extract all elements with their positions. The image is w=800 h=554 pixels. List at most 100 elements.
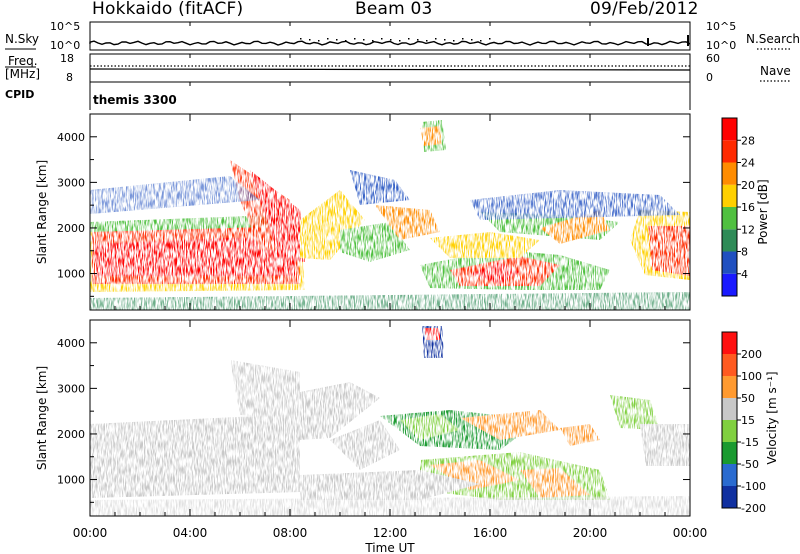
power-cell-region: [300, 190, 365, 260]
freq-unit: [MHz]: [5, 67, 40, 81]
power-ytick-label: 1000: [57, 268, 85, 281]
power-colorbar-label-item: 16: [741, 201, 755, 214]
velocity-cell-region: [430, 460, 520, 490]
velocity-cell-region: [90, 414, 300, 498]
nave-tick-top: 60: [706, 52, 720, 65]
x-tick-label: 12:00: [373, 526, 408, 540]
velocity-colorbar-label-item: 15: [741, 414, 755, 427]
cpid-value: themis 3300: [93, 93, 177, 107]
velocity-ytick-label: 1000: [57, 474, 85, 487]
date-title: 09/Feb/2012: [590, 0, 699, 19]
power-colorbar-label-item: 20: [741, 179, 755, 192]
nsearch-dot: [462, 38, 464, 40]
nsearch-dot: [408, 38, 410, 40]
power-colorbar-swatch: [722, 229, 737, 252]
x-tick-label: 04:00: [173, 526, 208, 540]
velocity-cell-region: [330, 420, 400, 470]
nsearch-dot: [489, 38, 491, 40]
nsearch-dot: [453, 40, 455, 42]
nsearch-dot: [345, 40, 347, 42]
velocity-colorbar-swatch: [722, 486, 737, 508]
velocity-ytick-label: 3000: [57, 382, 85, 395]
power-colorbar-label-item: 12: [741, 223, 755, 236]
nsearch-dot: [300, 38, 302, 40]
velocity-colorbar-label-item: 50: [741, 392, 755, 405]
freq-tick-bottom: 8: [66, 71, 73, 84]
freq-panel: Freq. [MHz] 18 8 60 0 Nave: [5, 52, 791, 84]
nave-label: Nave: [760, 64, 791, 78]
velocity-colorbar-label: Velocity [m s⁻¹]: [765, 371, 779, 464]
velocity-colorbar-label-item: -15: [741, 436, 759, 449]
power-cell-region: [648, 226, 690, 276]
power-yaxis: 1000 2000 3000 4000: [57, 113, 690, 297]
velocity-cell-region: [424, 328, 440, 340]
station-title: Hokkaido (fitACF): [92, 0, 244, 19]
power-cell-region: [90, 292, 690, 310]
cpid-label: CPID: [5, 88, 34, 101]
beam-title: Beam 03: [355, 0, 433, 19]
x-tick-label: 20:00: [573, 526, 608, 540]
velocity-colorbar-swatch: [722, 376, 737, 398]
x-axis: 00:00 04:00 08:00 12:00 16:00 20:00 00:00: [73, 22, 707, 540]
power-colorbar-label-item: 28: [741, 134, 755, 147]
nsearch-dot: [399, 40, 401, 42]
velocity-colorbar-label-item: -50: [741, 458, 759, 471]
power-colorbar-swatch: [722, 184, 737, 207]
nsearch-dot: [354, 38, 356, 40]
nsearch-dot: [480, 40, 482, 42]
freq-label: Freq.: [8, 54, 38, 68]
nsearch-dot: [471, 39, 473, 41]
x-tick-label: 00:00: [73, 526, 108, 540]
nave-tick-bottom: 0: [706, 71, 713, 84]
power-ytick-label: 3000: [57, 176, 85, 189]
power-colorbar-swatch: [722, 273, 737, 296]
power-colorbar-swatch: [722, 162, 737, 185]
velocity-heatmap: [90, 326, 690, 516]
power-cell-region: [340, 222, 410, 262]
velocity-cell-region: [90, 496, 690, 516]
power-colorbar-swatch: [722, 251, 737, 274]
power-colorbar-label: Power [dB]: [756, 179, 770, 244]
velocity-colorbar-swatch: [722, 464, 737, 486]
nsearch-dot: [390, 39, 392, 41]
nsearch-dot: [327, 38, 329, 40]
power-heatmap: [90, 120, 690, 310]
power-cell-region: [250, 170, 305, 262]
velocity-ylabel: Slant Range [km]: [35, 366, 49, 470]
nsky-trace: [89, 35, 691, 46]
freq-trace: [89, 68, 691, 71]
power-cell-region: [375, 205, 440, 240]
nsky-tick-bottom: 10^0: [50, 39, 80, 52]
nsearch-dot: [444, 39, 446, 41]
power-cell-region: [420, 126, 442, 146]
velocity-cell-region: [560, 424, 600, 446]
nsearch-dot: [381, 38, 383, 40]
velocity-cell-region: [640, 424, 690, 466]
power-colorbar-swatch: [722, 207, 737, 230]
power-ytick-label: 2000: [57, 222, 85, 235]
nsearch-dot: [435, 38, 437, 40]
velocity-colorbar-swatch: [722, 354, 737, 376]
velocity-cell-region: [300, 470, 480, 500]
velocity-cell-region: [460, 410, 560, 440]
nsearch-tick-bottom: 10^0: [706, 39, 736, 52]
velocity-ytick-label: 4000: [57, 337, 85, 350]
velocity-yaxis: 1000 2000 3000 4000: [57, 319, 690, 503]
velocity-colorbar-label-item: -100: [741, 480, 766, 493]
velocity-colorbar-label-item: -200: [741, 502, 766, 515]
velocity-cell-region: [230, 360, 300, 420]
velocity-colorbar-label-item: 200: [741, 348, 762, 361]
power-cell-region: [470, 262, 520, 284]
velocity-colorbar: 200 100 50 15 -15 -50 -100 -200: [721, 331, 766, 515]
nsearch-label: N.Search: [746, 32, 800, 46]
nsearch-dot: [417, 39, 419, 41]
nsearch-dot: [372, 40, 374, 42]
power-ylabel: Slant Range [km]: [35, 160, 49, 264]
power-cell-region: [430, 232, 540, 258]
power-cell-region: [540, 210, 610, 244]
nsearch-dot: [318, 40, 320, 42]
velocity-colorbar-swatch: [722, 332, 737, 354]
velocity-ytick-label: 2000: [57, 428, 85, 441]
power-ytick-label: 4000: [57, 131, 85, 144]
